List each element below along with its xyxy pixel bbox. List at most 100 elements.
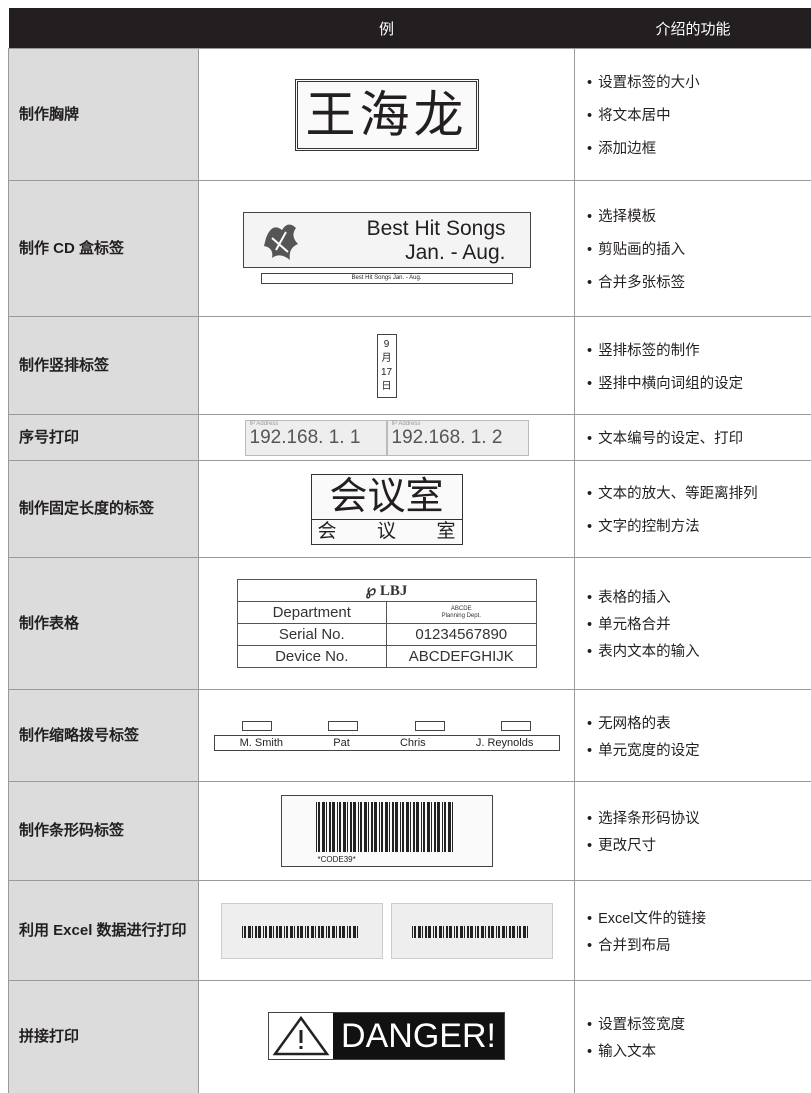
row-label: 序号打印 — [8, 414, 199, 461]
bar-stripe — [411, 925, 413, 938]
bar-stripe — [455, 925, 458, 938]
bar-stripe — [352, 925, 356, 938]
bar-stripe — [325, 925, 327, 938]
feature: 设置标签的大小 — [587, 71, 811, 92]
example: M. Smith Pat Chris J. Reynolds — [198, 689, 575, 782]
bar-stripe — [293, 925, 295, 938]
example: 王海龙 — [198, 48, 575, 181]
bar-stripe — [420, 802, 422, 852]
bar-stripe — [346, 802, 348, 852]
fixed-small: 会议室 — [312, 520, 462, 544]
example: ℘ LBJ Department ABCDE Planning Dept. Seri… — [198, 557, 575, 690]
row-label: 制作 CD 盒标签 — [8, 180, 199, 317]
barcode — [411, 925, 528, 938]
example — [198, 880, 575, 981]
features: 选择条形码协议更改尺寸 — [574, 781, 811, 881]
bar-stripe — [342, 802, 346, 852]
bar-stripe — [349, 802, 352, 852]
serial-num: 192.168. 1. 1 — [249, 426, 361, 448]
bar-stripe — [405, 802, 409, 852]
bar-stripe — [357, 802, 359, 852]
example: 9 月 17 日 — [198, 316, 575, 415]
bar-stripe — [415, 802, 419, 852]
excel-label — [390, 902, 553, 959]
barcode-text: *CODE39* — [317, 855, 356, 864]
v-char: 9 — [383, 338, 390, 350]
bar-stripe — [327, 925, 330, 938]
header-row: 例 介绍的功能 — [8, 8, 811, 49]
bar-stripe — [341, 925, 345, 938]
sample-title: ℘ LBJ — [236, 579, 537, 602]
feature: 文字的控制方法 — [587, 515, 811, 536]
bar-stripe — [438, 925, 442, 938]
sample-cell: Department — [236, 601, 387, 624]
bar-stripe — [359, 802, 362, 852]
row-label: 制作条形码标签 — [8, 781, 199, 881]
bar-stripe — [409, 802, 411, 852]
feature: 单元格合并 — [587, 613, 811, 634]
bar-stripe — [285, 925, 288, 938]
example: DANGER! — [198, 980, 575, 1093]
features: 竖排标签的制作竖排中横向词组的设定 — [574, 316, 811, 415]
bar-stripe — [275, 925, 278, 938]
features: 文本编号的设定、打印 — [574, 414, 811, 461]
bar-stripe — [399, 802, 401, 852]
bar-stripe — [299, 925, 303, 938]
sample-table: ℘ LBJ Department ABCDE Planning Dept. Seri… — [236, 579, 537, 668]
feature: 表内文本的输入 — [587, 640, 811, 661]
bar-stripe — [338, 925, 341, 938]
bar-stripe — [453, 925, 455, 938]
bar-stripe — [412, 802, 415, 852]
feature: 文本的放大、等距离排列 — [587, 482, 811, 503]
bar-stripe — [526, 925, 528, 938]
bar-stripe — [487, 925, 490, 938]
row-label: 制作竖排标签 — [8, 316, 199, 415]
feature-table: 例 介绍的功能 制作胸牌 王海龙 设置标签的大小将文本居中添加边框 制作 CD … — [8, 8, 811, 1093]
barcode — [241, 925, 358, 938]
row: 序号打印 IP Address 192.168. 1. 1 IP Address 19… — [8, 414, 811, 461]
bar-stripe — [476, 925, 479, 938]
feature: 竖排标签的制作 — [587, 339, 811, 360]
dial-name: M. Smith — [239, 736, 284, 749]
buttons — [214, 720, 560, 731]
bar-stripe — [247, 925, 251, 938]
example: *CODE39* — [198, 781, 575, 881]
bar-stripe — [331, 925, 335, 938]
bar-stripe — [469, 925, 473, 938]
danger-label: DANGER! — [268, 1011, 505, 1060]
bar-stripe — [356, 925, 358, 938]
feature: 选择模板 — [587, 205, 811, 226]
dial-name: J. Reynolds — [475, 736, 534, 749]
bar-stripe — [495, 925, 497, 938]
bar-stripe — [317, 925, 320, 938]
bar-stripe — [384, 802, 388, 852]
bar-stripe — [442, 925, 444, 938]
row: 制作竖排标签 9 月 17 日 竖排标签的制作竖排中横向词组的设定 — [8, 316, 811, 415]
row-label: 利用 Excel 数据进行打印 — [8, 880, 199, 981]
header-cell: 介绍的功能 — [574, 8, 811, 49]
feature: 剪贴画的插入 — [587, 238, 811, 259]
bar-stripe — [331, 802, 335, 852]
header-blank — [8, 8, 199, 49]
feature: 表格的插入 — [587, 586, 811, 607]
bar-stripe — [516, 925, 518, 938]
barcode-label: *CODE39* — [280, 795, 493, 867]
bar-stripe — [296, 925, 299, 938]
bar-stripe — [268, 925, 272, 938]
bar-stripe — [474, 925, 476, 938]
bar-stripe — [251, 925, 253, 938]
bar-stripe — [441, 802, 443, 852]
bar-stripe — [451, 802, 453, 852]
features: 无网格的表单元宽度的设定 — [574, 689, 811, 782]
bar-stripe — [459, 925, 463, 938]
sample-cell: Device No. — [236, 645, 387, 668]
serial-cap: IP Address — [249, 420, 279, 427]
bar-stripe — [243, 925, 246, 938]
bar-stripe — [304, 925, 306, 938]
cd-label: Best Hit Songs Jan. - Aug. — [242, 211, 531, 268]
bar-stripe — [370, 802, 373, 852]
feature: 合并多张标签 — [587, 271, 811, 292]
bar-stripe — [283, 925, 285, 938]
bar-stripe — [363, 802, 367, 852]
